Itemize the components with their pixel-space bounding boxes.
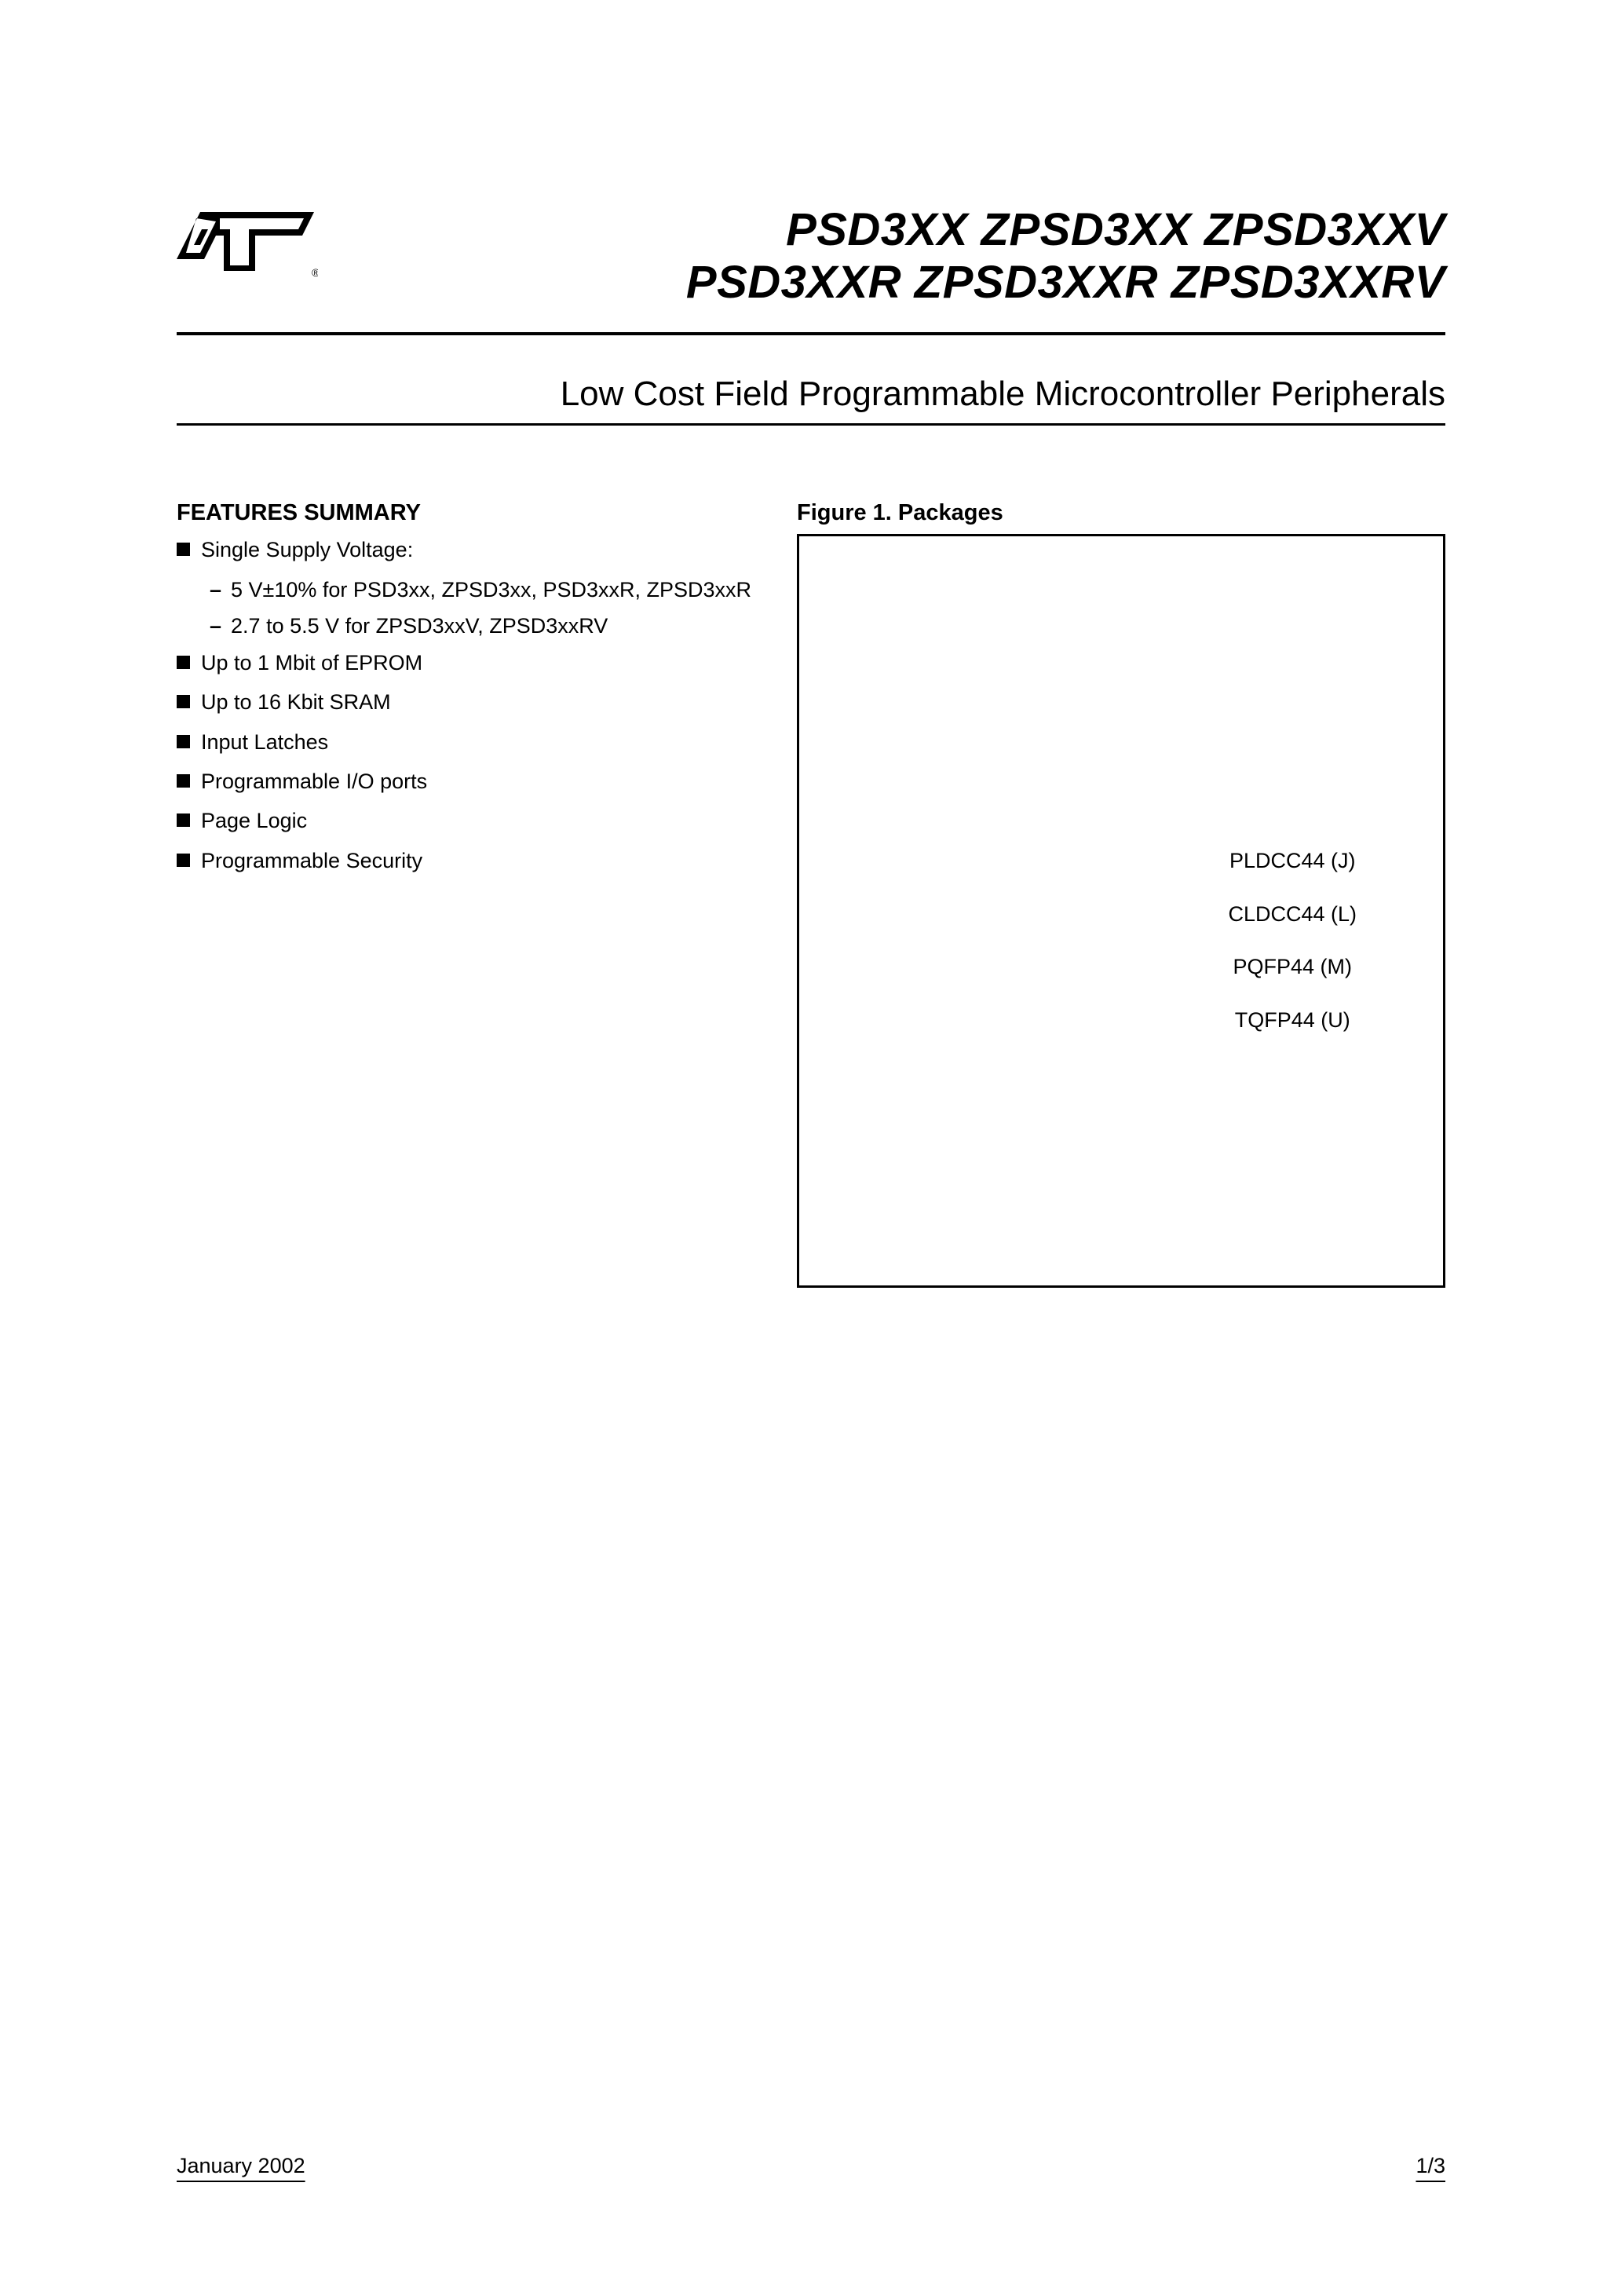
bullet-icon bbox=[177, 695, 190, 708]
footer-page: 1/3 bbox=[1416, 2154, 1445, 2178]
feature-text: Input Latches bbox=[201, 728, 328, 756]
title-line-2: PSD3XXR ZPSD3XXR ZPSD3XXRV bbox=[177, 257, 1445, 309]
feature-item: Programmable Security bbox=[177, 846, 765, 875]
bullet-icon bbox=[177, 656, 190, 669]
package-label: PQFP44 (M) bbox=[1228, 941, 1357, 994]
features-heading: FEATURES SUMMARY bbox=[177, 500, 765, 526]
subtitle-text: Low Cost Field Programmable Microcontrol… bbox=[561, 375, 1445, 413]
header-section: ® PSD3XX ZPSD3XX ZPSD3XXV PSD3XXR ZPSD3X… bbox=[177, 204, 1445, 335]
feature-item: Single Supply Voltage: bbox=[177, 536, 765, 564]
bullet-icon bbox=[177, 813, 190, 827]
feature-subtext: 5 V±10% for PSD3xx, ZPSD3xx, PSD3xxR, ZP… bbox=[231, 576, 751, 604]
bullet-icon bbox=[177, 735, 190, 748]
content-area: FEATURES SUMMARY Single Supply Voltage: … bbox=[177, 500, 1445, 1288]
feature-text: Single Supply Voltage: bbox=[201, 536, 413, 564]
feature-subitem: – 5 V±10% for PSD3xx, ZPSD3xx, PSD3xxR, … bbox=[210, 576, 765, 604]
package-label: CLDCC44 (L) bbox=[1228, 888, 1357, 941]
right-column: Figure 1. Packages PLDCC44 (J) CLDCC44 (… bbox=[797, 500, 1445, 1288]
footer-date: January 2002 bbox=[177, 2154, 305, 2178]
feature-text: Programmable I/O ports bbox=[201, 767, 427, 795]
feature-text: Up to 1 Mbit of EPROM bbox=[201, 649, 422, 677]
bullet-icon bbox=[177, 543, 190, 556]
subtitle-section: Low Cost Field Programmable Microcontrol… bbox=[177, 335, 1445, 426]
feature-text: Page Logic bbox=[201, 806, 307, 835]
feature-item: Input Latches bbox=[177, 728, 765, 756]
svg-text:®: ® bbox=[312, 266, 318, 279]
package-labels: PLDCC44 (J) CLDCC44 (L) PQFP44 (M) TQFP4… bbox=[1228, 835, 1357, 1047]
figure-caption: Figure 1. Packages bbox=[797, 500, 1445, 526]
title-line-1: PSD3XX ZPSD3XX ZPSD3XXV bbox=[177, 204, 1445, 257]
features-list: Single Supply Voltage: – 5 V±10% for PSD… bbox=[177, 536, 765, 875]
figure-box: PLDCC44 (J) CLDCC44 (L) PQFP44 (M) TQFP4… bbox=[797, 534, 1445, 1288]
left-column: FEATURES SUMMARY Single Supply Voltage: … bbox=[177, 500, 765, 1288]
feature-text: Programmable Security bbox=[201, 846, 422, 875]
dash-icon: – bbox=[210, 612, 221, 640]
footer: January 2002 1/3 bbox=[177, 2154, 1445, 2178]
title-block: PSD3XX ZPSD3XX ZPSD3XXV PSD3XXR ZPSD3XXR… bbox=[177, 204, 1445, 309]
feature-item: Up to 16 Kbit SRAM bbox=[177, 688, 765, 716]
bullet-icon bbox=[177, 854, 190, 867]
feature-text: Up to 16 Kbit SRAM bbox=[201, 688, 391, 716]
feature-sublist: – 5 V±10% for PSD3xx, ZPSD3xx, PSD3xxR, … bbox=[210, 576, 765, 641]
feature-item: Programmable I/O ports bbox=[177, 767, 765, 795]
st-logo-icon: ® bbox=[177, 196, 318, 283]
package-label: TQFP44 (U) bbox=[1228, 994, 1357, 1047]
dash-icon: – bbox=[210, 576, 221, 604]
feature-item: Up to 1 Mbit of EPROM bbox=[177, 649, 765, 677]
package-label: PLDCC44 (J) bbox=[1228, 835, 1357, 888]
bullet-icon bbox=[177, 774, 190, 788]
feature-item: Page Logic bbox=[177, 806, 765, 835]
feature-subtext: 2.7 to 5.5 V for ZPSD3xxV, ZPSD3xxRV bbox=[231, 612, 608, 640]
feature-subitem: – 2.7 to 5.5 V for ZPSD3xxV, ZPSD3xxRV bbox=[210, 612, 765, 640]
st-logo: ® bbox=[177, 196, 318, 287]
